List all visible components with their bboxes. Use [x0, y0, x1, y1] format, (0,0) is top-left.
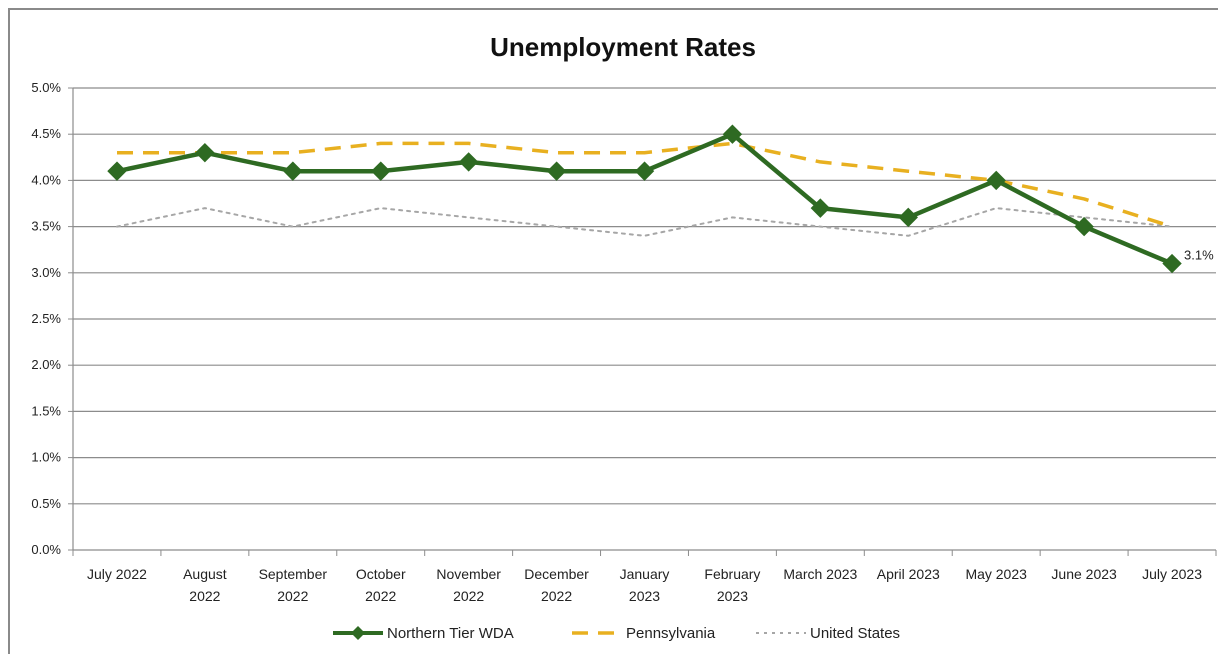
x-tick-label: May 2023: [965, 566, 1027, 582]
y-tick-label: 2.5%: [31, 311, 61, 326]
data-labels: 3.1%: [1184, 248, 1214, 263]
legend-label: Pennsylvania: [626, 625, 716, 642]
x-tick-label: August: [183, 566, 227, 582]
legend-item: Northern Tier WDA: [333, 625, 514, 642]
x-tick-label: April 2023: [877, 566, 940, 582]
data-point-marker: [107, 161, 127, 181]
y-tick-label: 4.5%: [31, 126, 61, 141]
x-tick-label: November: [436, 566, 501, 582]
x-tick-label: October: [356, 566, 406, 582]
data-point-marker: [458, 152, 479, 172]
chart-title: Unemployment Rates: [490, 32, 756, 62]
y-tick-label: 0.0%: [31, 542, 61, 557]
data-point-marker: [986, 170, 1006, 191]
data-point-marker: [283, 161, 303, 181]
y-tick-label: 1.5%: [31, 403, 61, 418]
x-tick-label: July 2022: [87, 566, 147, 582]
x-tick-label: 2022: [365, 588, 396, 604]
data-point-marker: [634, 161, 655, 181]
data-label: 3.1%: [1184, 248, 1214, 263]
x-tick-label: February: [704, 566, 760, 582]
data-point-marker: [898, 207, 918, 228]
legend-marker: [351, 626, 365, 640]
x-tick-label: 2022: [541, 588, 572, 604]
x-tick-label: March 2023: [783, 566, 857, 582]
data-point-marker: [722, 124, 743, 144]
series-line-pennsylvania: [117, 141, 1173, 229]
x-tick-label: January: [620, 566, 670, 582]
data-point-marker: [371, 161, 391, 181]
y-tick-label: 0.5%: [31, 496, 61, 511]
y-tick-label: 3.5%: [31, 219, 61, 234]
series-lines: [107, 124, 1182, 274]
x-tick-label: June 2023: [1051, 566, 1117, 582]
data-point-marker: [1074, 216, 1094, 237]
legend-label: United States: [810, 625, 900, 642]
chart-frame: [8, 8, 1218, 654]
y-tick-label: 4.0%: [31, 172, 61, 187]
x-axis-ticks: July 2022 August 2022 September 2022 October 2…: [72, 550, 1217, 604]
x-tick-label: July 2023: [1142, 566, 1202, 582]
legend-item: Pennsylvania: [572, 625, 716, 642]
x-tick-label: 2022: [277, 588, 308, 604]
series-line-united-states: [116, 207, 1173, 237]
y-tick-label: 1.0%: [31, 450, 61, 465]
y-tick-label: 2.0%: [31, 357, 61, 372]
data-point-marker: [810, 198, 831, 218]
y-tick-label: 5.0%: [31, 80, 61, 95]
data-point-marker: [195, 142, 215, 163]
gridlines: [73, 87, 1216, 505]
x-tick-label: December: [524, 566, 589, 582]
x-tick-label: 2023: [629, 588, 660, 604]
data-point-marker: [1162, 253, 1182, 274]
legend-label: Northern Tier WDA: [387, 625, 514, 642]
x-tick-label: 2022: [453, 588, 484, 604]
y-axis-ticks: 0.0% 0.5% 1.0% 1.5% 2.0% 2.5% 3.0% 3.5% 4.0% 4.5%…: [31, 80, 73, 557]
x-tick-label: 2022: [189, 588, 220, 604]
y-tick-label: 3.0%: [31, 265, 61, 280]
x-tick-label: September: [259, 566, 328, 582]
x-tick-label: 2023: [717, 588, 748, 604]
legend: Northern Tier WDA Pennsylvania United Stat…: [333, 625, 900, 642]
legend-item: United States: [756, 625, 900, 642]
data-point-marker: [546, 161, 567, 181]
